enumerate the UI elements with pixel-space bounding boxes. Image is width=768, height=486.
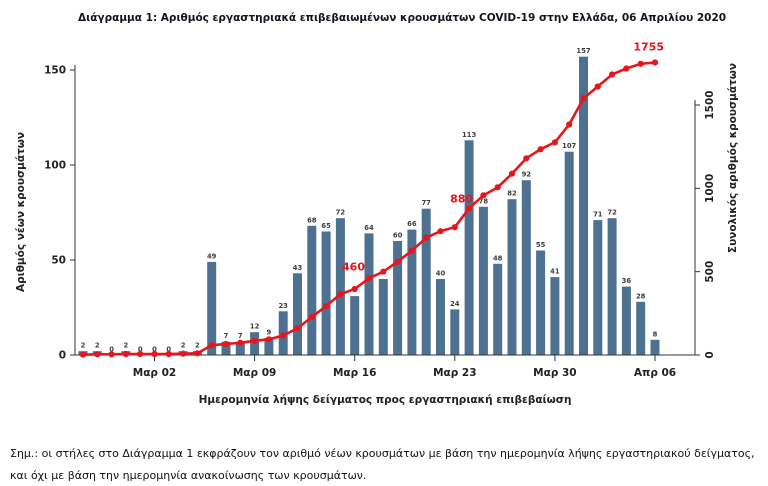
- svg-text:7: 7: [224, 332, 229, 340]
- svg-text:0: 0: [152, 346, 157, 354]
- svg-text:2: 2: [124, 342, 129, 350]
- svg-text:Μαρ 16: Μαρ 16: [333, 367, 376, 379]
- svg-text:50: 50: [51, 255, 66, 267]
- svg-text:0: 0: [166, 346, 171, 354]
- chart-footnote: Σημ.: οι στήλες στο Διάγραμμα 1 εκφράζου…: [10, 447, 755, 482]
- svg-text:23: 23: [278, 302, 288, 310]
- svg-text:66: 66: [407, 220, 417, 228]
- svg-text:107: 107: [562, 142, 576, 150]
- svg-text:92: 92: [522, 171, 532, 179]
- svg-text:Συνολικός αριθμός κρουσμάτων: Συνολικός αριθμός κρουσμάτων: [727, 63, 739, 253]
- svg-text:1000: 1000: [704, 174, 716, 203]
- svg-text:150: 150: [44, 65, 66, 77]
- chart-title: Διάγραμμα 1: Αριθμός εργαστηριακά επιβεβ…: [78, 12, 727, 24]
- svg-text:40: 40: [436, 270, 446, 278]
- svg-text:12: 12: [250, 323, 260, 331]
- svg-text:65: 65: [321, 222, 331, 230]
- svg-text:500: 500: [704, 261, 716, 283]
- svg-text:1755: 1755: [633, 41, 664, 54]
- svg-text:82: 82: [507, 190, 517, 198]
- svg-text:77: 77: [421, 199, 431, 207]
- svg-text:0: 0: [138, 346, 143, 354]
- svg-text:Μαρ 02: Μαρ 02: [133, 367, 176, 379]
- svg-text:48: 48: [493, 254, 503, 262]
- svg-text:78: 78: [479, 197, 489, 205]
- svg-text:2: 2: [81, 342, 86, 350]
- svg-text:55: 55: [536, 241, 546, 249]
- svg-text:Απρ 06: Απρ 06: [634, 367, 676, 379]
- svg-text:Ημερομηνία λήψης δείγματος προ: Ημερομηνία λήψης δείγματος προς εργαστηρ…: [199, 394, 572, 406]
- svg-text:Μαρ 23: Μαρ 23: [433, 367, 476, 379]
- svg-text:0: 0: [109, 346, 114, 354]
- svg-text:68: 68: [307, 216, 317, 224]
- svg-text:24: 24: [450, 300, 460, 308]
- svg-text:0: 0: [59, 350, 66, 362]
- svg-text:2: 2: [181, 342, 186, 350]
- svg-text:28: 28: [636, 292, 646, 300]
- svg-text:71: 71: [593, 211, 603, 219]
- svg-text:157: 157: [576, 47, 590, 55]
- svg-text:72: 72: [607, 209, 617, 217]
- svg-text:Αριθμός νέων κρουσμάτων: Αριθμός νέων κρουσμάτων: [15, 132, 27, 292]
- svg-text:9: 9: [267, 328, 272, 336]
- svg-text:2: 2: [195, 342, 200, 350]
- svg-text:36: 36: [622, 277, 632, 285]
- svg-text:460: 460: [342, 260, 365, 273]
- svg-text:2: 2: [95, 342, 100, 350]
- svg-text:Μαρ 30: Μαρ 30: [533, 367, 576, 379]
- svg-text:8: 8: [653, 330, 658, 338]
- svg-text:49: 49: [207, 252, 217, 260]
- svg-text:7: 7: [238, 332, 243, 340]
- svg-text:64: 64: [364, 224, 374, 232]
- svg-text:43: 43: [293, 264, 303, 272]
- svg-text:41: 41: [550, 268, 560, 276]
- svg-text:0: 0: [704, 351, 716, 358]
- svg-text:100: 100: [44, 160, 66, 172]
- svg-text:Μαρ 09: Μαρ 09: [233, 367, 276, 379]
- svg-text:72: 72: [336, 209, 346, 217]
- svg-text:113: 113: [462, 131, 476, 139]
- svg-text:880: 880: [450, 192, 473, 205]
- svg-text:60: 60: [393, 232, 403, 240]
- svg-text:1500: 1500: [704, 90, 716, 119]
